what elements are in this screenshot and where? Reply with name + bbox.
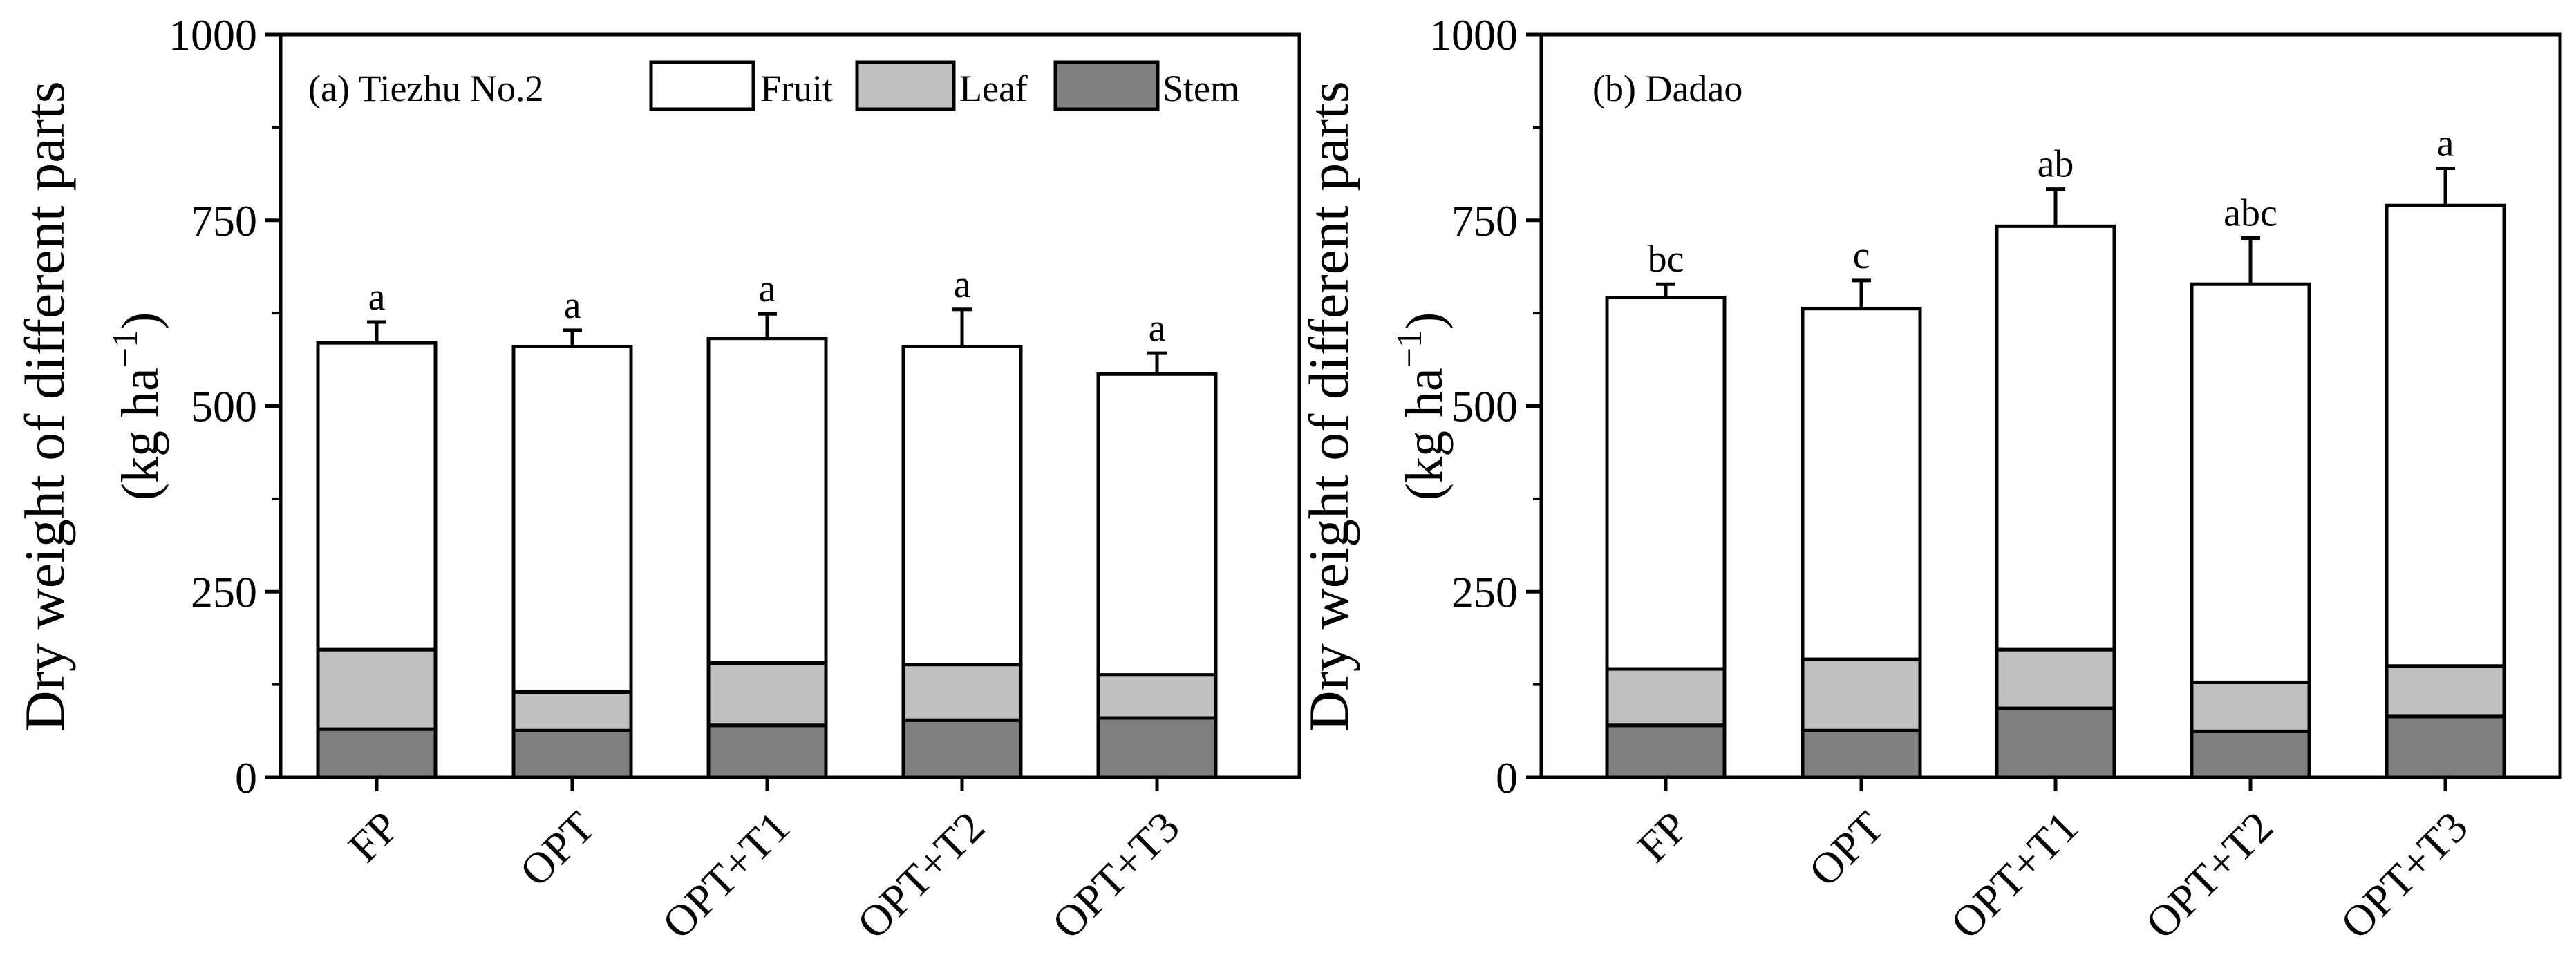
significance-letter-fruit: a	[564, 284, 581, 327]
y-unit-close: )	[1395, 312, 1454, 330]
significance-letter-fruit: ab	[2038, 143, 2074, 186]
bar-fruit	[901, 345, 1023, 667]
bar-leaf	[901, 663, 1023, 722]
bar-stem	[1801, 728, 1922, 779]
panel-title: (b) Dadao	[1592, 68, 1742, 109]
bar-fruit	[316, 341, 438, 652]
y-tick-label: 250	[1451, 567, 1518, 616]
x-category-label: OPT+T1	[652, 802, 798, 948]
bar-stem	[1605, 723, 1727, 779]
significance-letter-fruit: a	[1149, 307, 1166, 350]
x-category-label: OPT+T2	[2136, 802, 2282, 948]
bar-stem	[1995, 706, 2116, 779]
y-tick-label: 500	[191, 382, 257, 431]
x-category-label: OPT+T1	[1941, 802, 2087, 948]
bar-leaf	[511, 690, 633, 732]
panel-a: 02505007501000bcaaFPccaOPTabcbaOPT+T1abb…	[13, 10, 1301, 948]
bar-fruit	[511, 345, 633, 694]
significance-letter-fruit: a	[954, 263, 971, 306]
bar-leaf	[1995, 647, 2116, 710]
x-category-label: OPT	[1799, 802, 1893, 896]
bar-stem	[2385, 714, 2506, 779]
bar-fruit	[1801, 307, 1922, 661]
bar-leaf	[1801, 657, 1922, 732]
significance-letter-fruit: a	[2437, 122, 2454, 165]
bar-stem	[2190, 729, 2311, 779]
significance-letter-fruit: a	[368, 276, 386, 319]
bar-fruit	[1605, 296, 1727, 671]
y-unit-close: )	[111, 312, 169, 330]
bar-fruit	[706, 337, 828, 665]
bar-leaf	[2190, 680, 2311, 733]
bar-stem	[316, 727, 438, 779]
legend-swatch-fruit	[649, 60, 755, 111]
bar-leaf	[706, 661, 828, 728]
y-tick-label: 500	[1451, 382, 1518, 431]
y-unit-exponent: −1	[1390, 330, 1429, 368]
y-axis-unit: (kg ha−1)	[1390, 312, 1454, 501]
significance-letter-fruit: c	[1853, 234, 1870, 277]
legend-label-leaf: Leaf	[959, 68, 1028, 109]
bar-fruit	[1096, 372, 1218, 677]
y-axis-label: Dry weight of different parts	[13, 81, 76, 731]
legend: Fruit Leaf Stem	[649, 60, 1239, 111]
bar-stem	[511, 728, 633, 779]
x-category-label: OPT+T3	[1042, 802, 1188, 948]
bar-leaf	[1096, 673, 1218, 720]
x-category-label: OPT+T2	[847, 802, 993, 948]
panel-title: (a) Tiezhu No.2	[308, 68, 543, 109]
significance-letter-fruit: abc	[2224, 192, 2277, 235]
legend-swatch-leaf	[855, 60, 956, 111]
y-unit-base: (kg ha	[1395, 368, 1454, 500]
y-tick-label: 1000	[1429, 10, 1518, 59]
y-tick-label: 250	[191, 567, 257, 616]
x-category-label: OPT+T3	[2331, 802, 2476, 948]
legend-label-fruit: Fruit	[760, 68, 833, 109]
bar-stem	[901, 718, 1023, 779]
bar-leaf	[2385, 664, 2506, 719]
legend-swatch-stem	[1053, 60, 1160, 111]
y-tick-label: 0	[235, 753, 257, 802]
significance-letter-fruit: bc	[1648, 238, 1684, 281]
y-unit-base: (kg ha	[111, 368, 169, 500]
y-axis-label: Dry weight of different parts	[1297, 81, 1360, 731]
plot-frame	[279, 32, 1301, 779]
panel-b: 02505007501000bcbbcFPaacOPTababOPT+T1cba…	[1297, 10, 2562, 948]
y-tick-label: 0	[1496, 753, 1518, 802]
legend-label-stem: Stem	[1163, 68, 1239, 109]
bar-stem	[1096, 716, 1218, 779]
x-category-label: OPT	[510, 802, 604, 896]
bar-leaf	[1605, 667, 1727, 728]
y-tick-label: 1000	[169, 10, 257, 59]
y-axis-unit: (kg ha−1)	[106, 312, 169, 501]
x-category-label: FP	[1628, 802, 1698, 872]
y-tick-label: 750	[191, 196, 257, 245]
x-category-label: FP	[339, 802, 408, 872]
y-tick-label: 750	[1451, 196, 1518, 245]
bar-fruit	[2190, 282, 2311, 684]
bar-fruit	[1995, 224, 2116, 652]
significance-letter-fruit: a	[759, 267, 776, 310]
y-unit-exponent: −1	[106, 330, 145, 368]
bar-fruit	[2385, 203, 2506, 668]
bar-stem	[706, 723, 828, 779]
bar-leaf	[316, 647, 438, 731]
plot-frame	[1539, 32, 2562, 779]
